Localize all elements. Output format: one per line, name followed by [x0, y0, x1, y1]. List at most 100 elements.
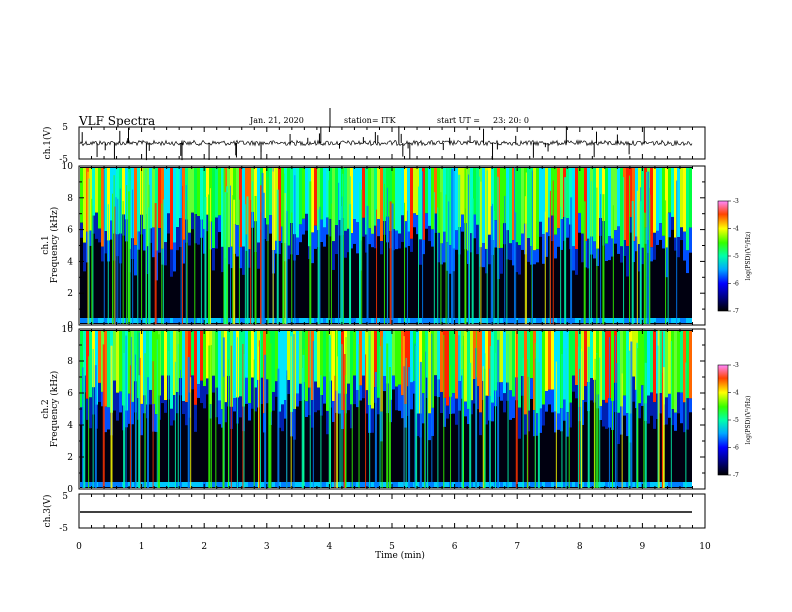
spectrogram-cell: [680, 227, 683, 241]
spectrogram-cell: [674, 331, 677, 413]
spectrogram-streak: [130, 336, 132, 488]
spectrogram-cell: [266, 331, 269, 380]
spectrogram-cell: [410, 318, 413, 323]
spectrogram-streak: [667, 213, 669, 324]
spectrogram-cell: [239, 318, 242, 323]
spectrogram-cell: [338, 318, 341, 323]
spectrogram-cell: [227, 318, 230, 323]
spectrogram-cell: [506, 168, 509, 231]
ch1-ytick-bottom: -5: [59, 155, 68, 165]
spectrogram-cell: [647, 395, 650, 424]
x-tick-label: 10: [699, 542, 711, 552]
spectrogram-cell: [575, 331, 578, 386]
spectrogram-cell: [446, 242, 449, 271]
ch2-spec-ylabel-2: Frequency (kHz): [49, 371, 60, 448]
spectrogram-cell: [377, 168, 380, 220]
spectrogram-cell: [209, 482, 212, 487]
spectrogram-cell: [212, 482, 215, 487]
spectrogram-streak: [359, 182, 362, 324]
spectrogram-cell: [515, 242, 518, 273]
spectrogram-cell: [530, 168, 533, 247]
x-tick-label: 4: [327, 542, 333, 552]
spectrogram-cell: [677, 392, 680, 414]
spectrogram-cell: [689, 318, 692, 323]
spectrogram-cell: [449, 318, 452, 323]
spectrogram-streak: [403, 366, 405, 488]
spectrogram-cell: [323, 168, 326, 228]
spectrogram-cell: [275, 168, 278, 241]
spectrogram-cell: [194, 482, 197, 487]
spectrogram-cell: [326, 331, 329, 411]
spectrogram-cell: [311, 400, 314, 428]
spectrogram-cell: [179, 218, 182, 247]
spectrogram-cell: [218, 168, 221, 216]
spectrogram-streak: [406, 210, 408, 324]
spectrogram-streak: [114, 206, 116, 324]
ch3-waveform-frame: [78, 493, 706, 529]
spectrogram-streak: [374, 371, 377, 488]
spectrogram-streak: [137, 181, 139, 324]
spectrogram-cell: [230, 168, 233, 247]
colorbar-tick-label: -5: [733, 253, 739, 260]
spectrogram-cell: [293, 482, 296, 487]
spectrogram-cell: [644, 168, 647, 228]
spectrogram-cell: [443, 168, 446, 232]
spectrogram-cell: [179, 168, 182, 219]
spectrogram-cell: [104, 318, 107, 323]
spectrogram-cell: [596, 482, 599, 487]
spectrogram-cell: [254, 482, 257, 487]
spectrogram-cell: [185, 482, 188, 487]
spectrogram-cell: [593, 168, 596, 242]
spectrogram-cell: [368, 168, 371, 229]
spectrogram-cell: [482, 331, 485, 381]
spectrogram-cell: [518, 168, 521, 246]
spectrogram-cell: [413, 213, 416, 228]
spectrogram-cell: [407, 168, 410, 232]
spectrogram-streak: [242, 343, 244, 488]
spectrogram-streak: [425, 351, 427, 488]
spectrogram-streak: [579, 368, 581, 488]
spectrogram-cell: [443, 482, 446, 487]
spectrogram-cell: [398, 384, 401, 411]
spectrogram-cell: [599, 482, 602, 487]
spectrogram-streak: [187, 357, 190, 488]
spectrogram-streak: [590, 181, 592, 324]
spectrogram-cell: [164, 242, 167, 266]
spectrogram-cell: [353, 168, 356, 220]
spectrogram-streak: [238, 199, 240, 324]
spectrogram-streak: [225, 192, 228, 324]
spectrogram-ytick-label: 10: [62, 325, 74, 335]
header-start-label: start UT =: [437, 116, 480, 125]
spectrogram-cell: [470, 318, 473, 323]
spectrogram-cell: [86, 331, 89, 399]
spectrogram-cell: [356, 318, 359, 323]
x-tick-label: 6: [452, 542, 458, 552]
spectrogram-cell: [323, 376, 326, 404]
spectrogram-cell: [656, 230, 659, 245]
spectrogram-cell: [581, 331, 584, 401]
spectrogram-cell: [83, 242, 86, 272]
spectrogram-streak: [588, 172, 590, 324]
spectrogram-cell: [470, 331, 473, 401]
spectrogram-streak: [484, 353, 486, 488]
spectrogram-cell: [533, 410, 536, 437]
spectrogram-cell: [539, 408, 542, 433]
spectrogram-cell: [323, 318, 326, 323]
spectrogram-cell: [320, 482, 323, 487]
spectrogram-cell: [320, 219, 323, 243]
spectrogram-cell: [440, 482, 443, 487]
ch1-waveform-line: [79, 139, 693, 147]
spectrogram-cell: [347, 482, 350, 487]
spectrogram-cell: [260, 482, 263, 487]
spectrogram-cell: [320, 168, 323, 220]
spectrogram-cell: [620, 168, 623, 247]
spectrogram-streak: [309, 181, 312, 324]
spectrogram-cell: [305, 318, 308, 323]
spectrogram-cell: [668, 331, 671, 394]
spectrogram-streak: [230, 345, 232, 488]
spectrogram-cell: [428, 331, 431, 414]
spectrogram-cell: [272, 331, 275, 392]
spectrogram-cell: [485, 168, 488, 249]
spectrogram-streak: [491, 203, 493, 324]
spectrogram-cell: [221, 318, 224, 323]
